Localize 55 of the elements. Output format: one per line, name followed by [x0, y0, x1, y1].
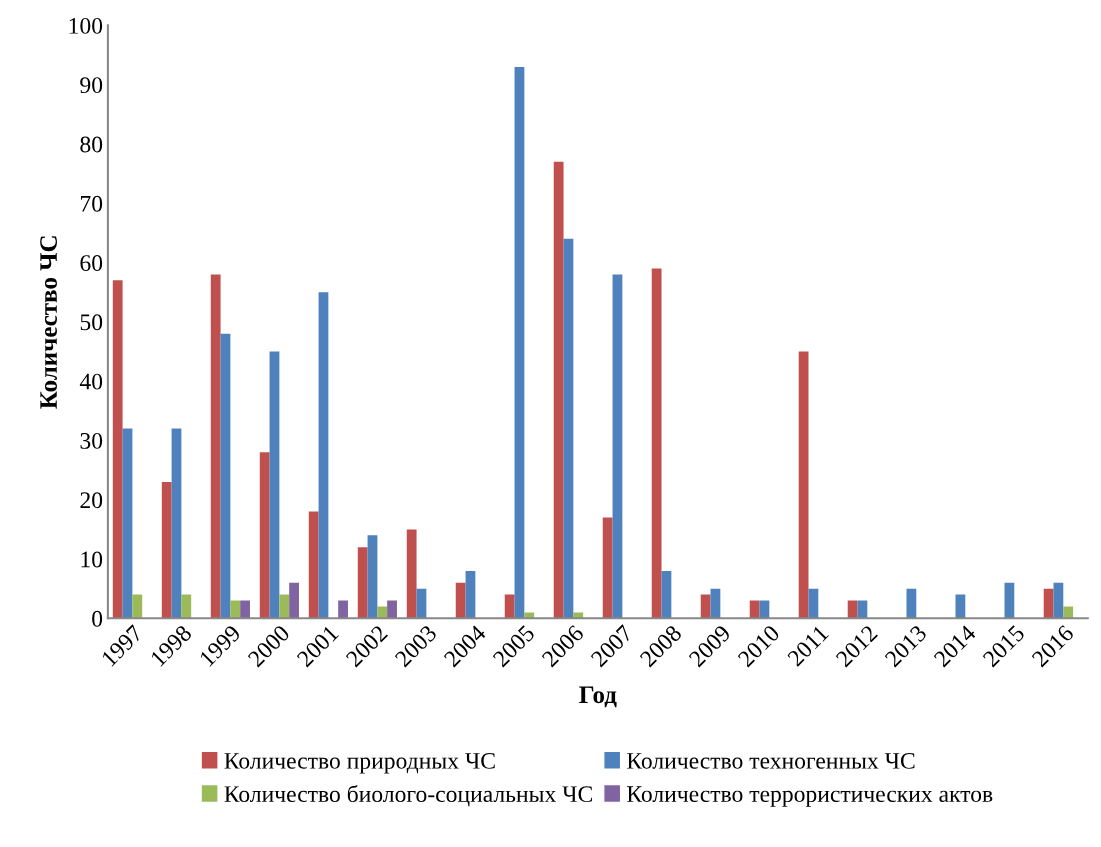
bar [132, 594, 143, 619]
bar [1004, 582, 1015, 619]
x-axis-title: Год [579, 686, 617, 708]
y-tick-label: 50 [80, 314, 103, 331]
bar [289, 582, 299, 619]
y-tick-label: 10 [81, 551, 103, 568]
bar [1053, 582, 1064, 619]
bar [240, 600, 250, 619]
bar [367, 535, 378, 619]
bar [455, 582, 466, 619]
bar [210, 274, 221, 619]
y-tick-label: 80 [80, 136, 103, 153]
y-tick-label: 0 [92, 610, 103, 627]
y-tick-label: 70 [80, 195, 103, 212]
bar [377, 606, 388, 619]
legend-label: Количество биолого-социальных ЧС [224, 784, 592, 807]
bar [279, 594, 290, 619]
bar [387, 600, 397, 619]
bar [357, 547, 368, 619]
bar [798, 351, 809, 619]
bar [406, 529, 417, 619]
bar [181, 594, 192, 619]
bar [318, 292, 329, 619]
bar [161, 481, 172, 619]
bar [308, 511, 319, 619]
bar [553, 161, 564, 619]
y-tick-label: 30 [80, 432, 103, 449]
bar [1063, 606, 1074, 619]
x-tick-label: 2011 [786, 624, 830, 667]
bar [259, 452, 270, 619]
bar [504, 594, 515, 619]
bar [700, 594, 711, 619]
bar [749, 600, 760, 619]
bar [563, 238, 574, 619]
legend-label: Количество техногенных ЧС [627, 752, 915, 769]
bar [220, 333, 231, 619]
legend-label: Количество террористических актов [627, 786, 993, 807]
legend-label: Количество природных ЧС [224, 752, 495, 774]
bar [171, 428, 182, 619]
y-tick-label: 100 [69, 17, 103, 34]
bar [269, 351, 280, 619]
bar [847, 600, 858, 619]
bar [122, 428, 133, 619]
y-axis-title: Количество ЧС [40, 236, 57, 409]
bar [602, 517, 613, 619]
y-tick-label: 20 [80, 492, 103, 509]
y-tick-label: 40 [79, 373, 103, 390]
bar [612, 274, 623, 619]
y-tick-label: 90 [80, 77, 103, 94]
y-tick-label: 60 [80, 255, 103, 271]
bar [651, 268, 662, 619]
bar [230, 600, 241, 619]
bar [338, 600, 348, 619]
bar [514, 66, 525, 619]
bar [112, 280, 123, 619]
